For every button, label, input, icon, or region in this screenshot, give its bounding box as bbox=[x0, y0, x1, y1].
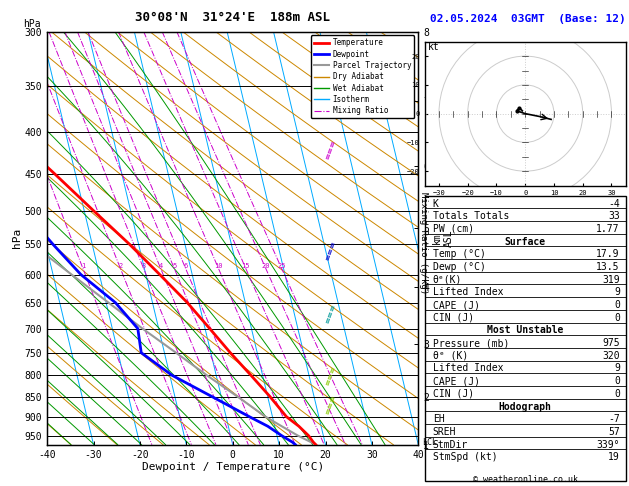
Text: ≡≡≡: ≡≡≡ bbox=[322, 364, 338, 387]
Text: hPa: hPa bbox=[23, 19, 41, 29]
Text: 975: 975 bbox=[602, 338, 620, 348]
Text: 5: 5 bbox=[172, 262, 176, 269]
Text: K: K bbox=[433, 198, 438, 208]
Text: EH: EH bbox=[433, 414, 444, 424]
Text: PW (cm): PW (cm) bbox=[433, 224, 474, 234]
Text: -7: -7 bbox=[608, 414, 620, 424]
Text: 13.5: 13.5 bbox=[596, 262, 620, 272]
Text: 3: 3 bbox=[142, 262, 146, 269]
Text: θᵉ(K): θᵉ(K) bbox=[433, 275, 462, 285]
Text: 02.05.2024  03GMT  (Base: 12): 02.05.2024 03GMT (Base: 12) bbox=[430, 14, 626, 24]
Text: StmDir: StmDir bbox=[433, 440, 468, 450]
Text: CIN (J): CIN (J) bbox=[433, 312, 474, 323]
Text: Pressure (mb): Pressure (mb) bbox=[433, 338, 509, 348]
Text: 0: 0 bbox=[614, 389, 620, 399]
Text: 33: 33 bbox=[608, 211, 620, 221]
Text: ≡≡≡: ≡≡≡ bbox=[322, 239, 338, 262]
Text: 319: 319 bbox=[602, 275, 620, 285]
Text: Most Unstable: Most Unstable bbox=[487, 326, 564, 335]
Text: 9: 9 bbox=[614, 287, 620, 297]
Text: ≡≡≡: ≡≡≡ bbox=[322, 43, 338, 66]
Text: 1.77: 1.77 bbox=[596, 224, 620, 234]
Text: CAPE (J): CAPE (J) bbox=[433, 300, 480, 310]
Text: StmSpd (kt): StmSpd (kt) bbox=[433, 452, 498, 462]
Text: Lifted Index: Lifted Index bbox=[433, 287, 503, 297]
Text: 1: 1 bbox=[81, 262, 85, 269]
Text: Lifted Index: Lifted Index bbox=[433, 364, 503, 373]
Text: 2: 2 bbox=[118, 262, 123, 269]
Text: 19: 19 bbox=[608, 452, 620, 462]
Text: 30°08'N  31°24'E  188m ASL: 30°08'N 31°24'E 188m ASL bbox=[135, 11, 330, 24]
X-axis label: Dewpoint / Temperature (°C): Dewpoint / Temperature (°C) bbox=[142, 462, 324, 472]
Text: SREH: SREH bbox=[433, 427, 456, 437]
Text: Temp (°C): Temp (°C) bbox=[433, 249, 486, 259]
Text: CIN (J): CIN (J) bbox=[433, 389, 474, 399]
Text: Mixing Ratio (g/kg): Mixing Ratio (g/kg) bbox=[419, 192, 428, 294]
Text: kt: kt bbox=[428, 42, 439, 52]
Text: 57: 57 bbox=[608, 427, 620, 437]
Y-axis label: hPa: hPa bbox=[12, 228, 22, 248]
Text: 10: 10 bbox=[214, 262, 223, 269]
Text: LCL: LCL bbox=[423, 438, 437, 448]
Text: Surface: Surface bbox=[504, 237, 546, 246]
Text: 9: 9 bbox=[614, 364, 620, 373]
Text: ≡≡≡: ≡≡≡ bbox=[322, 138, 338, 161]
Text: θᵉ (K): θᵉ (K) bbox=[433, 351, 468, 361]
Text: CAPE (J): CAPE (J) bbox=[433, 376, 480, 386]
Text: 25: 25 bbox=[277, 262, 286, 269]
Text: Hodograph: Hodograph bbox=[499, 401, 552, 412]
Text: Dewp (°C): Dewp (°C) bbox=[433, 262, 486, 272]
Text: Totals Totals: Totals Totals bbox=[433, 211, 509, 221]
Text: 339°: 339° bbox=[596, 440, 620, 450]
Text: ≡≡≡: ≡≡≡ bbox=[322, 302, 338, 325]
Text: © weatheronline.co.uk: © weatheronline.co.uk bbox=[473, 474, 577, 484]
Legend: Temperature, Dewpoint, Parcel Trajectory, Dry Adiabat, Wet Adiabat, Isotherm, Mi: Temperature, Dewpoint, Parcel Trajectory… bbox=[311, 35, 415, 118]
Text: 4: 4 bbox=[159, 262, 163, 269]
Text: 17.9: 17.9 bbox=[596, 249, 620, 259]
Text: 15: 15 bbox=[242, 262, 250, 269]
Text: 20: 20 bbox=[262, 262, 270, 269]
Text: ≡≡≡: ≡≡≡ bbox=[322, 393, 338, 416]
Text: 0: 0 bbox=[614, 300, 620, 310]
Text: 0: 0 bbox=[614, 312, 620, 323]
Text: 320: 320 bbox=[602, 351, 620, 361]
Text: 0: 0 bbox=[614, 376, 620, 386]
Y-axis label: km
ASL: km ASL bbox=[431, 229, 454, 247]
Text: 6: 6 bbox=[184, 262, 188, 269]
Text: -4: -4 bbox=[608, 198, 620, 208]
